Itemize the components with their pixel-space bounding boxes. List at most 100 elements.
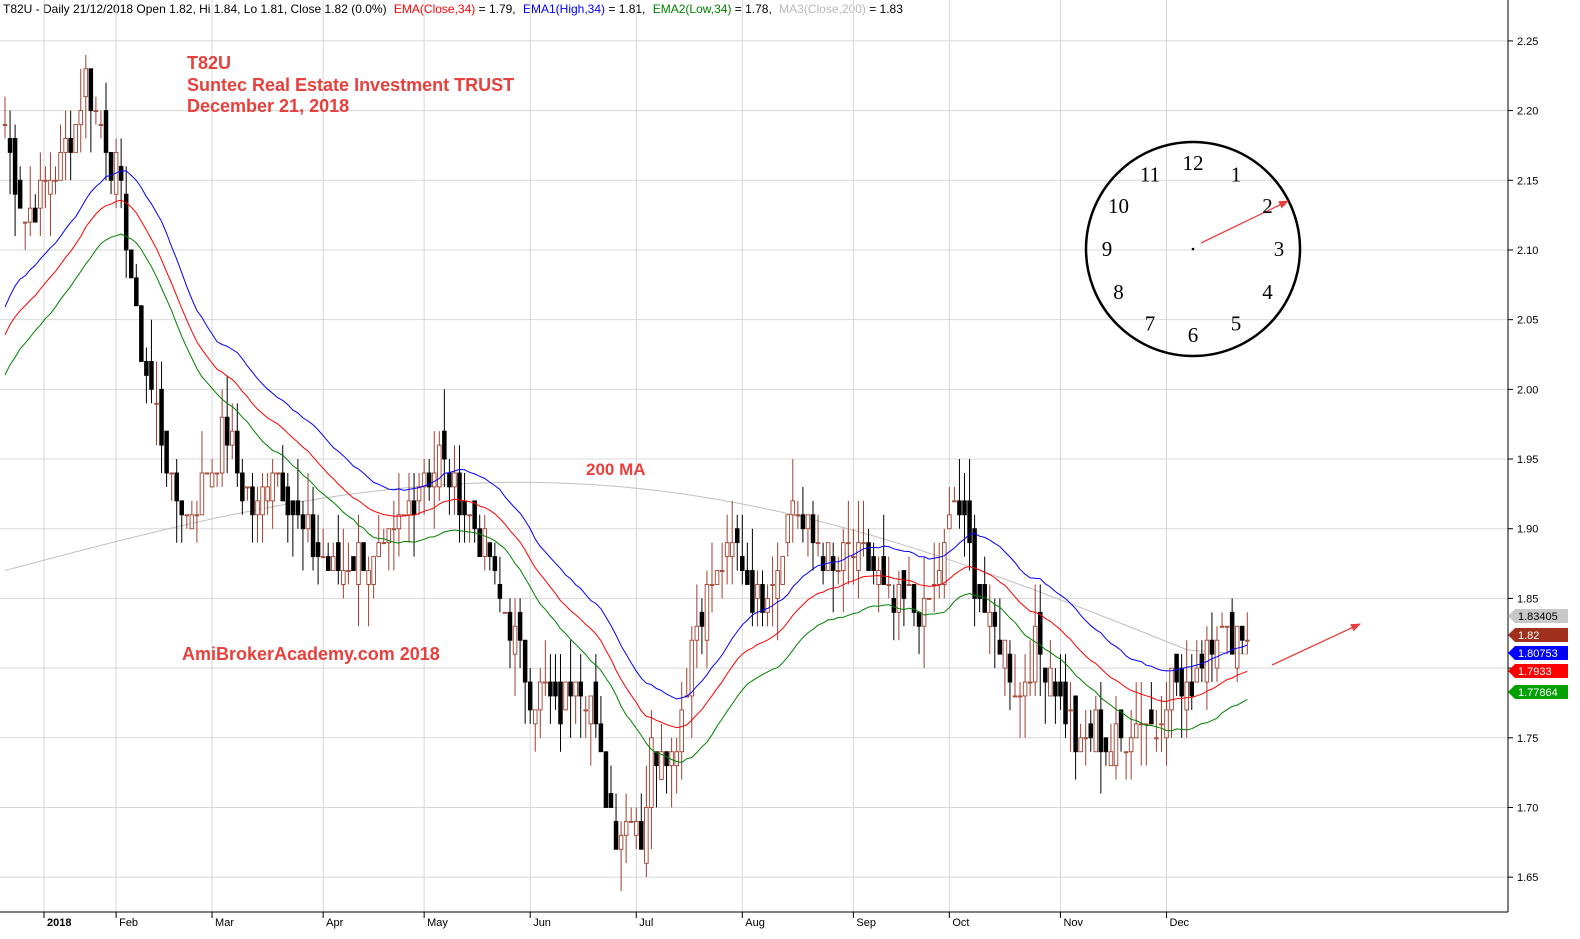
candle-body	[1053, 681, 1058, 697]
candle-body	[194, 514, 200, 517]
candle-body	[1058, 681, 1063, 697]
candle-body	[1123, 751, 1129, 754]
header-ema1-label: EMA1(High,34)	[523, 2, 605, 16]
candle-body	[320, 556, 326, 559]
candle-body	[416, 486, 422, 502]
candle-body	[679, 709, 684, 753]
y-tick-label: 1.65	[1517, 872, 1538, 884]
candle-body	[17, 179, 23, 209]
candle-body	[937, 570, 942, 585]
candle-body	[901, 570, 907, 599]
candle-body	[507, 611, 513, 641]
candle-body	[214, 472, 220, 475]
candle-body	[12, 138, 18, 195]
candle-body	[977, 584, 982, 599]
candle-body	[795, 514, 801, 517]
candle-body	[22, 221, 28, 224]
candle-body	[790, 500, 796, 516]
candle-body	[1194, 667, 1200, 683]
candle-body	[760, 584, 765, 613]
candle-body	[694, 625, 700, 641]
candle-body	[78, 110, 83, 125]
candle-body	[1088, 723, 1093, 739]
candle-body	[346, 570, 351, 572]
candle-body	[179, 500, 184, 516]
clock-number: 9	[1102, 237, 1113, 261]
candle-body	[1043, 667, 1048, 683]
y-tick-label: 1.75	[1517, 733, 1538, 745]
candle-body	[1224, 625, 1230, 628]
last-value-close: 1.82	[1508, 628, 1568, 642]
header-ema2-label: EMA2(Low,34)	[653, 2, 732, 16]
candle-body	[391, 528, 397, 531]
candle-body	[93, 110, 99, 113]
candle-body	[543, 681, 548, 684]
last-value-text: 1.83405	[1518, 611, 1558, 623]
clock-center	[1191, 247, 1195, 251]
candle-body	[517, 611, 523, 641]
candle-body	[1098, 709, 1104, 753]
candle-body	[714, 570, 720, 585]
clock-number: 5	[1231, 312, 1242, 336]
candle-body	[729, 542, 735, 558]
candle-body	[371, 556, 376, 585]
candle-body	[38, 179, 43, 209]
candle-body	[123, 193, 129, 251]
clock-number: 10	[1108, 194, 1129, 218]
candle-body	[1037, 611, 1043, 655]
clock-number: 12	[1183, 151, 1204, 175]
candle-body	[603, 751, 609, 808]
candle-body	[1007, 653, 1013, 683]
header-ema2-value: = 1.78,	[735, 2, 772, 16]
last-value-text: 1.7933	[1518, 666, 1552, 678]
y-tick-label: 2.20	[1517, 106, 1538, 118]
clock-number: 4	[1262, 280, 1273, 304]
candle-body	[477, 528, 482, 558]
candle-body	[472, 500, 477, 530]
x-tick-label: Dec	[1170, 917, 1190, 929]
candle-body	[204, 472, 210, 475]
candle-body	[325, 556, 331, 571]
candle-body	[1108, 751, 1114, 767]
candle-body	[709, 584, 715, 586]
y-tick-label: 2.15	[1517, 175, 1538, 187]
candle-body	[891, 597, 897, 613]
candle-body	[1032, 625, 1038, 683]
candle-body	[411, 500, 417, 516]
header-ma3-label: MA3(Close,200)	[779, 2, 866, 16]
candle-body	[780, 556, 785, 585]
candle-body	[290, 500, 296, 516]
candle-body	[351, 556, 356, 571]
candle-body	[2, 124, 8, 126]
y-axis-ticks: 2.252.202.152.102.052.001.951.901.851.80…	[1508, 36, 1538, 884]
candle-body	[1103, 737, 1109, 753]
candle-body	[245, 486, 250, 489]
candle-body	[43, 179, 48, 182]
candle-body	[886, 584, 892, 586]
candle-body	[512, 625, 518, 655]
candle-body	[48, 179, 53, 195]
candle-body	[426, 472, 432, 488]
candle-body	[846, 542, 851, 545]
candle-body	[229, 430, 235, 446]
candle-body	[957, 500, 962, 516]
x-tick-label: 2018	[47, 917, 71, 929]
axes	[0, 0, 1509, 913]
candle-body	[275, 472, 280, 475]
symbol-annotation: T82U	[187, 53, 231, 73]
candle-body	[1159, 723, 1164, 726]
candle-body	[219, 416, 225, 474]
candle-body	[396, 514, 402, 530]
candle-body	[1048, 667, 1053, 697]
candle-body	[533, 709, 538, 725]
x-tick-label: Feb	[119, 917, 138, 929]
x-axis-ticks: 2018 Feb Mar Apr May Jun Jul Aug Sep Oct Nov Dec	[43, 912, 1190, 929]
candle-body	[689, 639, 695, 697]
candle-body	[1239, 625, 1245, 641]
candle-body	[7, 138, 13, 153]
candle-body	[992, 611, 998, 627]
ema-lines	[4, 170, 1248, 764]
candle-body	[88, 68, 94, 112]
